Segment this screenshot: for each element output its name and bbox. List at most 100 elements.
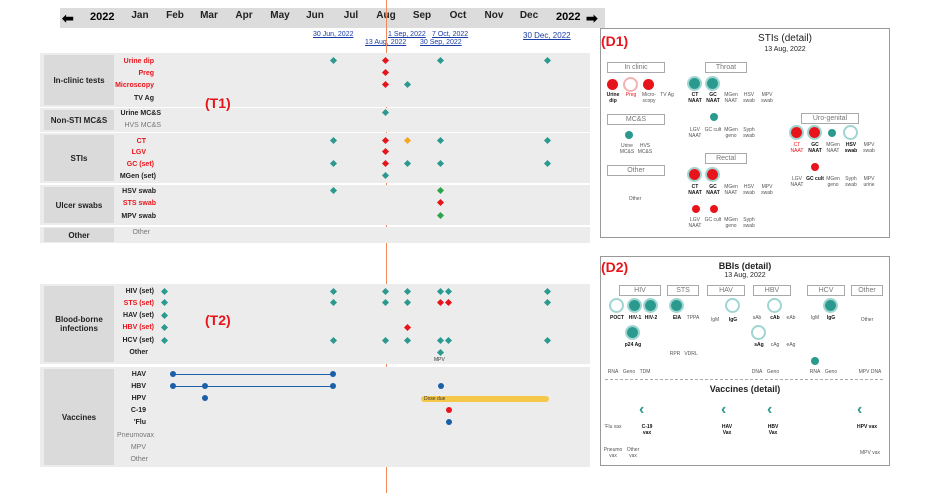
d1-uro-ct-dot[interactable]: [791, 127, 802, 138]
date-link-oct7[interactable]: 7 Oct, 2022: [432, 31, 469, 38]
row-hbv-set[interactable]: HBV (set): [122, 324, 154, 331]
row-hav-set[interactable]: HAV (set): [123, 312, 154, 319]
hpv-chevron-icon[interactable]: ‹: [857, 401, 863, 418]
d1-uro2-lgv: LGV NAAT: [790, 176, 804, 188]
d2-hiv1-ring[interactable]: [627, 298, 642, 313]
d1-sec-mcs: MC&S: [607, 114, 665, 125]
d1-rectal-gc-dot[interactable]: [707, 169, 718, 180]
panel-d1: (D1) STIs (detail) 13 Aug, 2022 In clini…: [600, 28, 890, 238]
hav-dose-1[interactable]: [170, 371, 176, 377]
d1-title: STIs (detail): [758, 33, 812, 44]
d2-hav-igg-ring[interactable]: [725, 298, 740, 313]
d2-title: BBIs (detail): [718, 261, 772, 271]
d2-sec-hcv: HCV: [807, 285, 845, 296]
row-preg[interactable]: Preg: [138, 70, 154, 77]
d2-eia-ring[interactable]: [669, 298, 684, 313]
d2-hcv-rna-dot[interactable]: [811, 357, 819, 365]
row-sts-swab[interactable]: STS swab: [122, 200, 156, 207]
row-mpv-swab[interactable]: MPV swab: [121, 213, 156, 220]
d2-p24-ring[interactable]: [625, 325, 640, 340]
hav-chevron-icon[interactable]: ‹: [721, 401, 727, 418]
d2-hiv2-dot[interactable]: [645, 300, 656, 311]
hbv-dose-3[interactable]: [330, 383, 336, 389]
row-hcv-set[interactable]: HCV (set): [122, 337, 154, 344]
d1-throat-gc-cult-dot[interactable]: [710, 113, 718, 121]
row-other[interactable]: Other: [132, 229, 150, 236]
left-arrow-icon[interactable]: ⬅: [62, 10, 74, 26]
d2-lbl-hcv-rna: RNA: [809, 369, 821, 375]
d1-preg-ring[interactable]: [623, 77, 638, 92]
row-vax-c19[interactable]: C-19: [130, 407, 146, 414]
d2-hcv-igg-ring[interactable]: [823, 298, 838, 313]
d1-rectal-ct-ring[interactable]: [687, 167, 702, 182]
row-vax-mpv[interactable]: MPV: [130, 444, 146, 451]
d2-hbv-cab-ring[interactable]: [767, 298, 782, 313]
c19-dose[interactable]: [446, 407, 452, 413]
flu-dose[interactable]: [446, 419, 452, 425]
date-link-dec30[interactable]: 30 Dec, 2022: [523, 31, 571, 40]
d2-hcv-igg-dot[interactable]: [825, 300, 836, 311]
date-link-sep30[interactable]: 30 Sep, 2022: [420, 39, 462, 46]
row-urine-dip[interactable]: Urine dip: [123, 58, 154, 65]
row-sts-set[interactable]: STS (set): [123, 300, 154, 307]
row-hiv-set[interactable]: HIV (set): [125, 288, 154, 295]
d1-rectal-ct-dot[interactable]: [689, 169, 700, 180]
row-hsv-swab[interactable]: HSV swab: [122, 188, 156, 195]
d1-throat-ct-ring[interactable]: [687, 76, 702, 91]
hbv-dose-2[interactable]: [202, 383, 208, 389]
row-vax-hav[interactable]: HAV: [131, 371, 146, 378]
hpv-dose-1[interactable]: [202, 395, 208, 401]
row-vax-hpv[interactable]: HPV: [131, 395, 146, 402]
t1-tag: (T1): [205, 95, 231, 111]
row-vax-other[interactable]: Other: [130, 456, 148, 463]
row-gc-set[interactable]: GC (set): [126, 161, 154, 168]
d1-mcs-dot[interactable]: [625, 131, 633, 139]
row-vax-pneumovax[interactable]: Pneumovax: [117, 432, 154, 439]
date-link-aug13[interactable]: 13 Aug, 2022: [365, 39, 407, 46]
d2-hbv-sag-ring[interactable]: [751, 325, 766, 340]
d1-uro-hsv-ring[interactable]: [843, 125, 858, 140]
d2-hiv1-dot[interactable]: [629, 300, 640, 311]
d1-uro-hsv: HSV swab: [844, 142, 858, 154]
d2-lbl-c19-vax: C-19 vax: [641, 424, 653, 436]
d1-rectal-gc: GC NAAT: [706, 184, 720, 196]
row-vax-flu[interactable]: 'Flu: [133, 419, 146, 426]
d1-uro-gc-dot[interactable]: [809, 127, 820, 138]
d1-uro-gc-cult-dot[interactable]: [811, 163, 819, 171]
d1-uro-gc-ring[interactable]: [807, 125, 822, 140]
d1-uro-ct-ring[interactable]: [789, 125, 804, 140]
row-hvs-mcs[interactable]: HVS MC&S: [124, 122, 161, 129]
d2-p24-dot[interactable]: [627, 327, 638, 338]
row-urine-mcs[interactable]: Urine MC&S: [120, 110, 161, 117]
d1-rectal-lgv-dot[interactable]: [692, 205, 700, 213]
d1-throat-gc-ring[interactable]: [705, 76, 720, 91]
hbv-dose-4[interactable]: [438, 383, 444, 389]
d2-lbl-hbv-vax: HBV Vax: [767, 424, 779, 436]
row-bbi-other[interactable]: Other: [129, 349, 148, 356]
row-tv-ag[interactable]: TV Ag: [134, 95, 154, 102]
row-mgen-set[interactable]: MGen (set): [119, 173, 156, 180]
c19-chevron-icon[interactable]: ‹: [639, 401, 645, 418]
d2-poct-ring[interactable]: [609, 298, 624, 313]
hav-dose-2[interactable]: [330, 371, 336, 377]
row-microscopy[interactable]: Microscopy: [115, 82, 154, 89]
right-arrow-icon[interactable]: ➡: [586, 10, 598, 26]
d2-hiv2-ring[interactable]: [643, 298, 658, 313]
d1-uro-mgen-dot[interactable]: [828, 129, 836, 137]
d1-urine-dip-dot[interactable]: [607, 79, 618, 90]
hpv-dose-due-bar[interactable]: [421, 396, 549, 402]
hbv-dose-1[interactable]: [170, 383, 176, 389]
d2-eia-dot[interactable]: [671, 300, 682, 311]
d1-throat-ct-dot[interactable]: [689, 78, 700, 89]
d1-micro-dot[interactable]: [643, 79, 654, 90]
d1-rectal-gc-ring[interactable]: [705, 167, 720, 182]
d1-throat-gc-dot[interactable]: [707, 78, 718, 89]
date-link-sep1[interactable]: 1 Sep, 2022: [388, 31, 426, 38]
hbv-chevron-icon[interactable]: ‹: [767, 401, 773, 418]
group-non-sti-mcs: Non-STI MC&S: [44, 110, 114, 130]
d1-rectal-gc-cult-dot[interactable]: [710, 205, 718, 213]
row-lgv[interactable]: LGV: [131, 149, 146, 156]
date-link-jun30[interactable]: 30 Jun, 2022: [313, 31, 354, 38]
row-vax-hbv[interactable]: HBV: [131, 383, 146, 390]
row-ct[interactable]: CT: [136, 138, 146, 145]
